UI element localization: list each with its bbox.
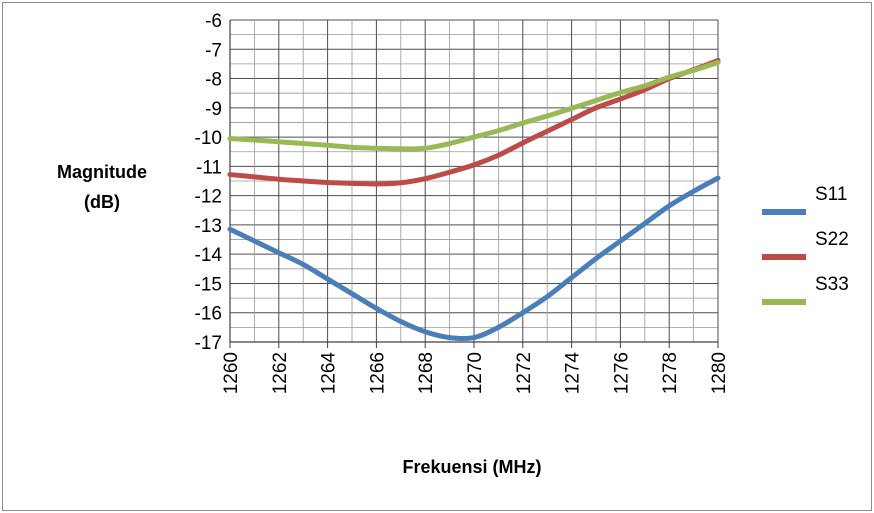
x-tick-label: 1272 <box>514 352 535 394</box>
y-tick-label: -9 <box>205 99 222 120</box>
y-tick-label: -15 <box>195 274 222 295</box>
y-tick-label: -10 <box>195 128 222 149</box>
legend: S11 S22 S33 <box>762 184 849 305</box>
legend-label-s11: S11 <box>815 184 847 205</box>
y-axis-title-line-2: (dB) <box>84 192 120 212</box>
x-tick-label: 1278 <box>660 352 681 394</box>
x-tick-label: 1262 <box>270 352 291 394</box>
x-tick-label: 1260 <box>221 352 242 394</box>
y-tick-label: -14 <box>195 245 223 266</box>
y-tick-label: -16 <box>195 304 222 325</box>
series-layer <box>227 57 721 342</box>
y-tick-labels: -6 -7 -8 -9 -10 -11 -12 -13 -14 -15 -16 -17 <box>195 11 223 354</box>
series-line-s33 <box>227 59 721 152</box>
series-line-s22 <box>227 57 721 187</box>
x-tick-label: 1264 <box>319 352 340 395</box>
x-tick-label: 1266 <box>367 352 388 394</box>
y-axis-title-line-1: Magnitude <box>57 162 147 182</box>
x-tick-labels: 1260 1262 1264 1266 1268 1270 1272 1274 1276 1278… <box>221 352 730 395</box>
y-tick-label: -6 <box>205 11 222 32</box>
x-tick-label: 1280 <box>709 352 730 394</box>
legend-label-s33: S33 <box>815 274 849 295</box>
y-tick-label: -12 <box>195 187 222 208</box>
y-tick-label: -13 <box>195 216 222 237</box>
x-axis-title: Frekuensi (MHz) <box>402 457 541 477</box>
x-tick-label: 1274 <box>563 352 584 395</box>
series-line-s11 <box>227 175 721 342</box>
legend-label-s22: S22 <box>815 229 849 250</box>
x-tick-label: 1268 <box>416 352 437 394</box>
x-tick-label: 1270 <box>465 352 486 394</box>
grid-layer <box>229 19 719 348</box>
y-tick-label: -8 <box>205 70 222 91</box>
y-tick-label: -17 <box>195 333 222 354</box>
y-tick-label: -7 <box>205 40 222 61</box>
x-tick-label: 1276 <box>611 352 632 394</box>
y-tick-label: -11 <box>196 157 222 178</box>
